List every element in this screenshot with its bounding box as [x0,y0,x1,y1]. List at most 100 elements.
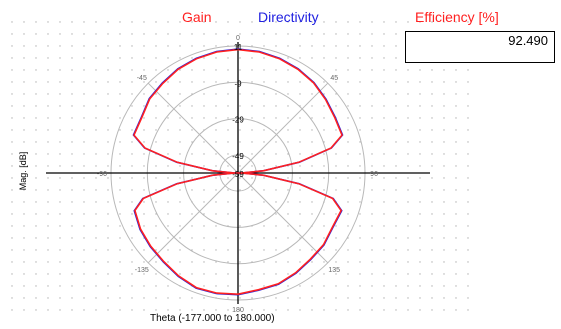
grid-dot [431,21,433,23]
grid-dot [431,93,433,95]
grid-dot [203,93,205,95]
grid-dot [83,273,85,275]
grid-dot [299,285,301,287]
grid-dot [23,225,25,227]
grid-dot [335,177,337,179]
grid-dot [227,297,229,299]
grid-dot [203,21,205,23]
grid-dot [59,33,61,35]
grid-dot [179,57,181,59]
grid-dot [95,57,97,59]
grid-dot [71,129,73,131]
grid-dot [35,21,37,23]
grid-dot [227,33,229,35]
grid-dot [155,261,157,263]
grid-dot [275,201,277,203]
grid-dot [227,273,229,275]
grid-dot [191,261,193,263]
grid-dot [455,225,457,227]
grid-dot [71,165,73,167]
grid-dot [83,225,85,227]
grid-dot [251,81,253,83]
grid-dot [143,285,145,287]
series-line-gain [133,48,343,296]
grid-dot [347,141,349,143]
grid-dot [455,297,457,299]
series-layer [132,48,344,296]
grid-dot [419,93,421,95]
grid-dot [383,105,385,107]
grid-dot [335,285,337,287]
radial-tick-label: -29 [232,116,244,125]
grid-dot [95,117,97,119]
grid-dot [335,93,337,95]
grid-dot [251,285,253,287]
grid-dot [383,285,385,287]
grid-dot [131,69,133,71]
grid-dot [299,153,301,155]
grid-dot [383,237,385,239]
grid-dot [131,225,133,227]
grid-dot [215,273,217,275]
grid-dot [263,129,265,131]
grid-dot [371,309,373,311]
grid-dot [347,45,349,47]
grid-dot [167,153,169,155]
grid-dot [107,45,109,47]
grid-dot [275,153,277,155]
grid-dot [143,117,145,119]
grid-dot [191,21,193,23]
grid-dot [47,261,49,263]
grid-dot [467,129,469,131]
grid-dot [59,69,61,71]
grid-dot [23,309,25,311]
grid-dot [383,249,385,251]
grid-dot [179,225,181,227]
grid-dot [299,225,301,227]
grid-dot [11,21,13,23]
grid-dot [167,177,169,179]
grid-dot [395,297,397,299]
grid-dot [23,297,25,299]
grid-dot [251,57,253,59]
grid-dot [299,309,301,311]
grid-dot [275,225,277,227]
grid-dot [419,165,421,167]
grid-dot [239,33,241,35]
grid-dot [47,189,49,191]
grid-dot [119,201,121,203]
angle-tick-label: -45 [137,75,147,82]
grid-dot [299,81,301,83]
grid-dot [107,21,109,23]
grid-dot [215,201,217,203]
grid-dot [215,33,217,35]
grid-dot [143,189,145,191]
grid-dot [95,81,97,83]
grid-dot [71,141,73,143]
grid-dot [71,69,73,71]
grid-dot [299,57,301,59]
grid-dot [11,69,13,71]
grid-dot [203,117,205,119]
grid-dot [119,237,121,239]
grid-dot [323,45,325,47]
grid-dot [143,249,145,251]
grid-dot [395,69,397,71]
grid-dot [83,129,85,131]
grid-dot [155,129,157,131]
grid-dot [239,129,241,131]
grid-dot [119,177,121,179]
grid-dot [191,69,193,71]
grid-dot [383,141,385,143]
grid-dot [131,273,133,275]
grid-dot [275,93,277,95]
grid-dot [11,189,13,191]
grid-dot [311,93,313,95]
grid-dot [35,273,37,275]
grid-dot [467,273,469,275]
grid-dot [119,33,121,35]
grid-dot [335,69,337,71]
grid-dot [431,249,433,251]
grid-dot [47,225,49,227]
grid-dot [203,225,205,227]
